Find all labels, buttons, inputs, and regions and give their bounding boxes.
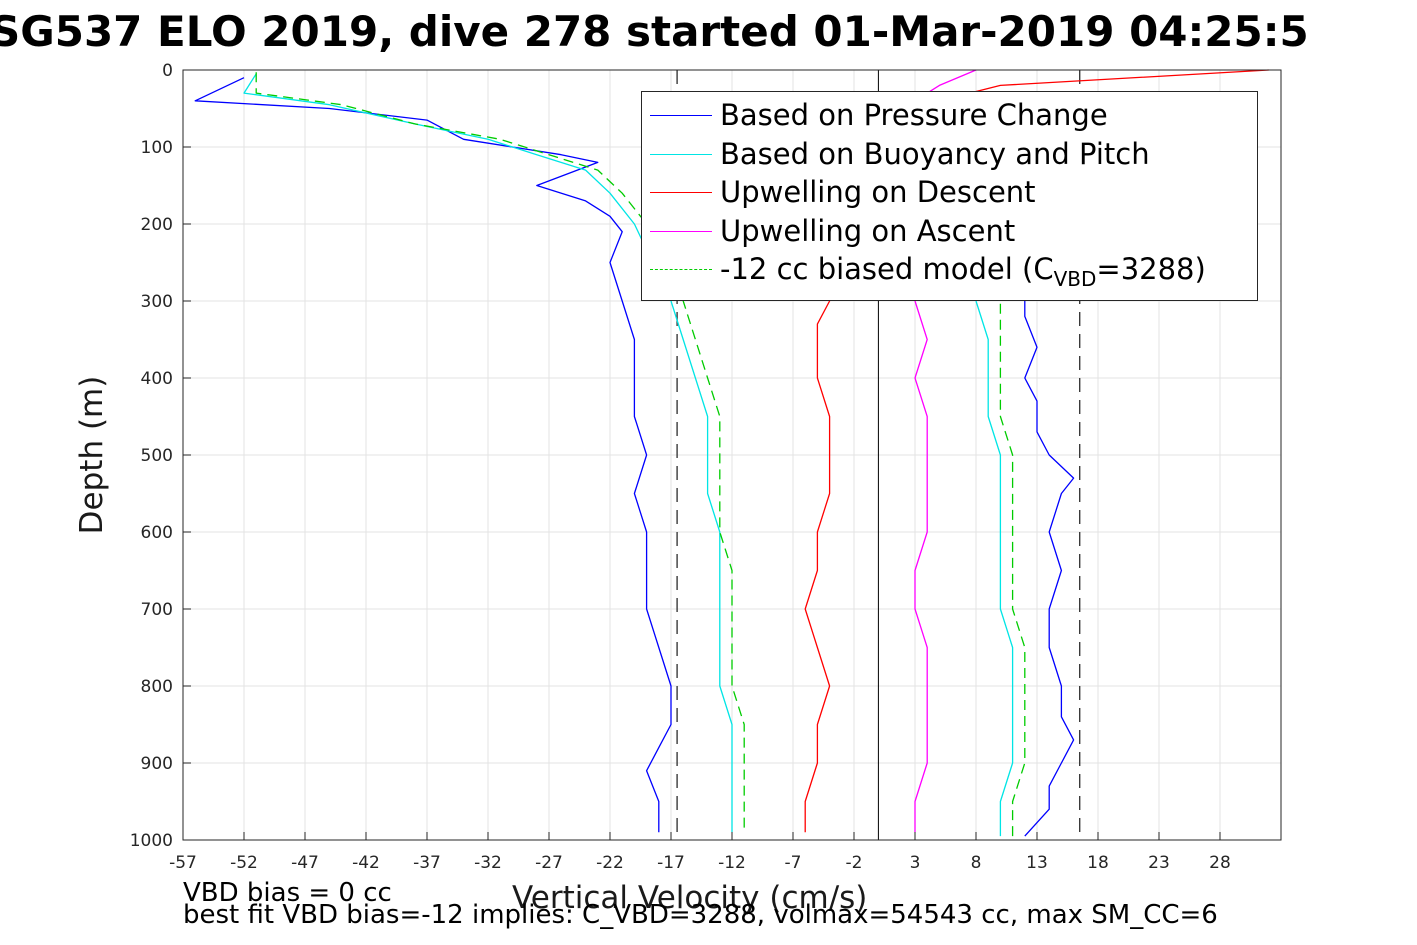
legend-swatch xyxy=(650,115,712,116)
series-1-ascent-line xyxy=(975,300,1014,837)
y-tick-label: 700 xyxy=(141,600,173,620)
legend-label-text: Based on Pressure Change xyxy=(720,98,1108,132)
y-tick-label: 1000 xyxy=(130,831,173,851)
x-tick-label: 28 xyxy=(1209,853,1231,873)
y-tick-label: 100 xyxy=(141,138,173,158)
series-layer xyxy=(194,69,1269,837)
y-tick-label: 900 xyxy=(141,754,173,774)
y-tick-label: 300 xyxy=(141,292,173,312)
y-axis-label: Depth (m) xyxy=(74,375,110,535)
legend-label: Upwelling on Ascent xyxy=(720,214,1015,248)
x-tick-label: -7 xyxy=(785,853,802,873)
x-ticks: -57 -52 -47 -42 -37 -32 -27 -22 -17 -12 -7 -2 3 8 13 18… xyxy=(169,832,1231,873)
x-tick-label: -42 xyxy=(352,853,380,873)
series-0-descent-line xyxy=(194,77,672,833)
x-tick-label: -52 xyxy=(230,853,258,873)
x-tick-label: -27 xyxy=(535,853,563,873)
x-tick-label: -12 xyxy=(718,853,746,873)
legend-swatch xyxy=(650,153,712,155)
legend-label-text: Upwelling on Descent xyxy=(720,175,1036,209)
chart-title: SG537 ELO 2019, dive 278 started 01-Mar-… xyxy=(0,7,1309,56)
y-tick-label: 0 xyxy=(162,61,173,81)
legend-label-text: -12 cc biased model (C xyxy=(720,252,1054,286)
footer-best-fit: best fit VBD bias=-12 implies: C_VBD=328… xyxy=(183,900,1218,930)
legend-label: Based on Buoyancy and Pitch xyxy=(720,137,1150,171)
y-tick-label: 200 xyxy=(141,215,173,235)
legend-swatch xyxy=(650,269,712,270)
y-tick-label: 500 xyxy=(141,446,173,466)
y-ticks: 0 100 200 300 400 500 600 700 800 900 1000 xyxy=(130,61,191,851)
legend-label-text: Upwelling on Ascent xyxy=(720,213,1016,248)
legend-label-subscript: VBD xyxy=(1053,266,1097,291)
x-tick-label: -2 xyxy=(846,853,863,873)
x-tick-label: -32 xyxy=(474,853,502,873)
legend-label-suffix: =3288) xyxy=(1096,252,1206,286)
x-tick-label: 3 xyxy=(910,853,921,873)
legend-swatch xyxy=(650,230,712,232)
x-tick-label: 18 xyxy=(1087,853,1109,873)
x-axis-label: Vertical Velocity (cm/s) xyxy=(512,880,868,916)
y-tick-label: 800 xyxy=(141,677,173,697)
legend-entry: Based on Pressure Change xyxy=(642,96,1257,134)
legend-label-text: Based on Buoyancy and Pitch xyxy=(720,136,1150,171)
legend-entry: Upwelling on Descent xyxy=(642,173,1257,211)
x-tick-label: -57 xyxy=(169,853,197,873)
y-tick-label: 400 xyxy=(141,369,173,389)
legend-entry: -12 cc biased model (CVBD=3288) xyxy=(642,250,1257,291)
legend-label: Upwelling on Descent xyxy=(720,175,1036,209)
legend-label: -12 cc biased model (CVBD=3288) xyxy=(720,252,1206,296)
legend-label: Based on Pressure Change xyxy=(720,98,1108,132)
legend-entry: Based on Buoyancy and Pitch xyxy=(642,135,1257,173)
x-tick-label: 23 xyxy=(1148,853,1170,873)
x-tick-label: -47 xyxy=(291,853,319,873)
x-tick-label: -22 xyxy=(596,853,624,873)
x-tick-label: -37 xyxy=(413,853,441,873)
x-tick-label: 8 xyxy=(971,853,982,873)
series-4-ascent-line xyxy=(999,301,1026,837)
x-tick-label: -17 xyxy=(657,853,685,873)
x-tick-label: 13 xyxy=(1026,853,1048,873)
series-1-descent-line xyxy=(243,73,733,833)
footer-vbd-bias: VBD bias = 0 cc xyxy=(183,878,392,908)
legend: Based on Pressure Change Based on Buoyanc… xyxy=(641,91,1258,301)
legend-entry: Upwelling on Ascent xyxy=(642,212,1257,250)
y-tick-label: 600 xyxy=(141,523,173,543)
legend-swatch xyxy=(650,192,712,193)
series-0-ascent-line xyxy=(1024,301,1075,837)
series-4-descent-line xyxy=(255,72,745,833)
